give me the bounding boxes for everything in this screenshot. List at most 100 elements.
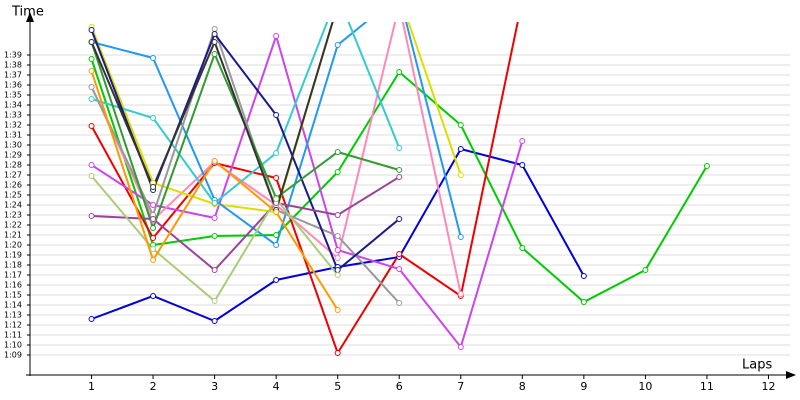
point <box>211 318 218 324</box>
y-axis-arrow <box>26 12 34 22</box>
point <box>211 267 218 273</box>
point <box>273 196 280 202</box>
point <box>150 216 157 222</box>
y-tick-label: 1:14 <box>4 301 22 310</box>
point <box>150 202 157 208</box>
point <box>88 123 95 129</box>
y-tick-label: 1:25 <box>4 191 22 200</box>
point <box>457 344 464 350</box>
y-tick-label: 1:26 <box>4 181 22 190</box>
series-line <box>91 176 400 272</box>
point <box>457 234 464 240</box>
x-axis-arrow <box>786 371 796 379</box>
point <box>150 225 157 231</box>
point <box>88 96 95 102</box>
point <box>150 257 157 263</box>
point <box>334 255 341 261</box>
point <box>396 251 403 257</box>
point <box>88 56 95 62</box>
x-tick-label: 10 <box>638 380 652 393</box>
point <box>211 233 218 239</box>
point <box>396 266 403 272</box>
point <box>396 69 403 75</box>
point <box>580 299 587 305</box>
y-tick-label: 1:09 <box>4 351 22 360</box>
series-layer <box>88 3 710 356</box>
point <box>334 212 341 218</box>
point <box>519 138 526 144</box>
x-tick-label: 5 <box>334 380 341 393</box>
point <box>273 209 280 215</box>
y-tick-label: 1:23 <box>4 211 22 220</box>
point <box>88 27 95 33</box>
point <box>396 167 403 173</box>
grid-layer <box>30 54 790 356</box>
point <box>88 39 95 45</box>
point <box>273 242 280 248</box>
x-tick-label: 1 <box>88 380 95 393</box>
y-axis-title: Time <box>11 5 44 20</box>
point <box>397 3 402 8</box>
point <box>273 277 280 283</box>
y-tick-label: 1:19 <box>4 251 22 260</box>
x-tick-label: 3 <box>211 380 218 393</box>
point <box>457 146 464 152</box>
point <box>273 112 280 118</box>
point <box>396 300 403 306</box>
point <box>88 316 95 322</box>
point <box>334 149 341 155</box>
y-tick-label: 1:16 <box>4 281 22 290</box>
point <box>334 272 341 278</box>
point <box>211 215 218 221</box>
point <box>457 122 464 128</box>
point <box>519 162 526 168</box>
point <box>642 267 649 273</box>
point <box>334 307 341 313</box>
series-line <box>90 22 462 295</box>
point <box>335 3 340 8</box>
point <box>334 42 341 48</box>
point <box>334 233 341 239</box>
y-tick-label: 1:10 <box>4 341 22 350</box>
y-tick-label: 1:12 <box>4 321 22 330</box>
y-tick-label: 1:30 <box>4 141 22 150</box>
y-tick-label: 1:33 <box>4 111 22 120</box>
point <box>519 245 526 251</box>
point <box>150 55 157 61</box>
point <box>396 216 403 222</box>
point <box>211 39 218 45</box>
point <box>150 246 157 252</box>
y-tick-label: 1:32 <box>4 121 22 130</box>
point <box>150 184 157 190</box>
point <box>273 232 280 238</box>
point <box>703 163 710 169</box>
x-tick-label: 6 <box>396 380 403 393</box>
x-tick-label: 2 <box>150 380 157 393</box>
point <box>334 350 341 356</box>
x-tick-label: 9 <box>580 380 587 393</box>
y-tick-label: 1:20 <box>4 241 22 250</box>
point <box>150 235 157 241</box>
point <box>580 273 587 279</box>
y-tick-label: 1:21 <box>4 231 22 240</box>
point <box>396 174 403 180</box>
y-tick-label: 1:28 <box>4 161 22 170</box>
y-tick-label: 1:36 <box>4 81 22 90</box>
y-tick-label: 1:17 <box>4 271 22 280</box>
point <box>150 293 157 299</box>
point <box>88 173 95 179</box>
y-tick-label: 1:31 <box>4 131 22 140</box>
y-tick-label: 1:37 <box>4 71 22 80</box>
series-line <box>90 25 400 304</box>
point <box>211 31 218 37</box>
point <box>396 145 403 151</box>
y-tick-label: 1:11 <box>4 331 22 340</box>
y-tick-label: 1:22 <box>4 221 22 230</box>
y-tick-label: 1:38 <box>4 61 22 70</box>
y-tick-label: 1:27 <box>4 171 22 180</box>
point <box>211 200 218 206</box>
point <box>457 291 464 297</box>
point <box>88 213 95 219</box>
point <box>88 68 95 74</box>
x-tick-label: 4 <box>273 380 280 393</box>
